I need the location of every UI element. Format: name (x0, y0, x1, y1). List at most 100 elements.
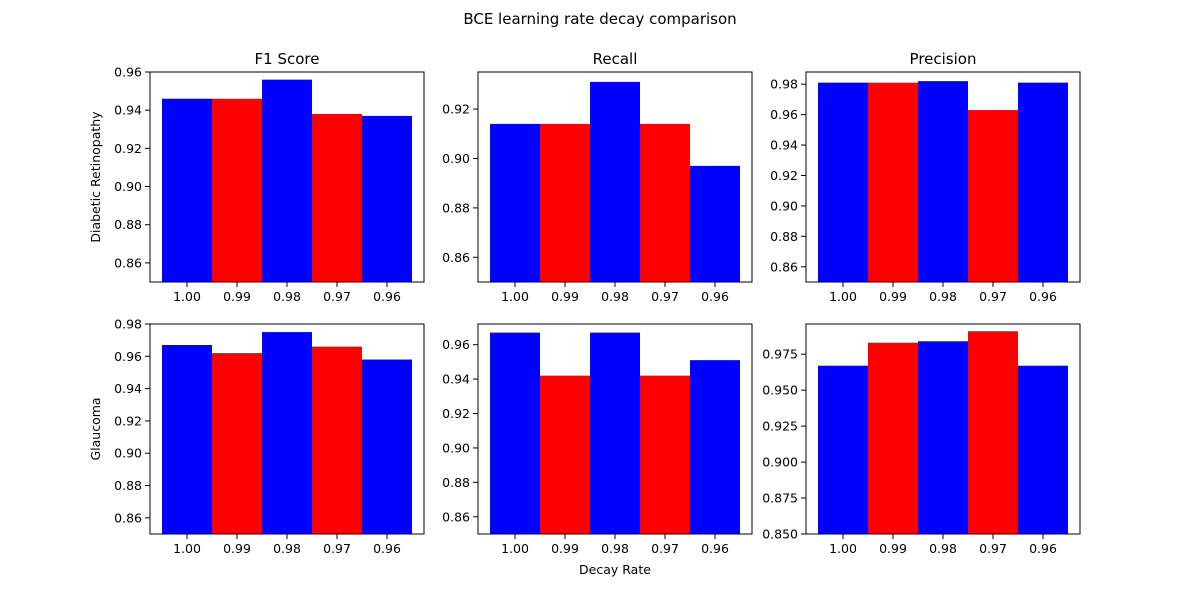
bar-1.00 (162, 98, 212, 283)
bar-0.98 (262, 79, 312, 283)
panel-3: 0.86 0.88 0.90 0.92 0.94 0.96 0.98 1.00 0.99 0.98… (770, 71, 1081, 304)
bar-0.98 (918, 81, 968, 282)
y-tick-label: 0.88 (770, 229, 798, 244)
bar-0.99 (212, 353, 262, 534)
panel-6: 0.850 0.875 0.900 0.925 0.950 0.975 1.00 0.99 0.… (762, 323, 1081, 556)
panels: 0.86 0.88 0.90 0.92 0.94 0.96 1.00 0.99 0.98 0.97… (114, 65, 1081, 556)
x-tick-label: 1.00 (829, 289, 857, 304)
panel-2: 0.86 0.88 0.90 0.92 1.00 0.99 0.98 0.97 0.96 (442, 71, 753, 304)
x-tick-label: 0.98 (929, 289, 957, 304)
figure-title: BCE learning rate decay comparison (463, 10, 736, 28)
x-tick-label: 1.00 (501, 289, 529, 304)
bar-0.96 (690, 165, 740, 282)
y-tick-label: 0.86 (114, 510, 142, 525)
bar-1.00 (490, 332, 540, 534)
x-tick-label: 0.98 (929, 541, 957, 556)
bar-0.98 (590, 81, 640, 282)
y-tick-label: 0.900 (762, 455, 798, 470)
y-tick-label: 0.98 (114, 317, 142, 332)
y-tick-label: 0.94 (114, 103, 142, 118)
row-label-glaucoma: Glaucoma (88, 397, 103, 460)
y-tick-label: 0.88 (114, 478, 142, 493)
y-tick-label: 0.975 (762, 347, 798, 362)
col-title-recall: Recall (593, 50, 638, 68)
y-tick-label: 0.90 (442, 151, 470, 166)
bar-1.00 (818, 82, 868, 282)
panel-4: 0.86 0.88 0.90 0.92 0.94 0.96 0.98 1.00 0.99 0.98… (114, 317, 425, 556)
y-tick-label: 0.90 (442, 440, 470, 455)
x-tick-label: 1.00 (829, 541, 857, 556)
y-tick-label: 0.96 (114, 65, 142, 80)
y-tick-label: 0.88 (114, 217, 142, 232)
y-tick-label: 0.98 (770, 77, 798, 92)
y-tick-label: 0.86 (442, 509, 470, 524)
bar-0.96 (362, 115, 412, 282)
bar-1.00 (162, 345, 212, 534)
x-tick-label: 1.00 (501, 541, 529, 556)
x-tick-label: 0.99 (223, 541, 251, 556)
y-tick-label: 0.90 (114, 179, 142, 194)
x-tick-label: 0.99 (551, 541, 579, 556)
x-tick-label: 0.99 (223, 289, 251, 304)
y-tick-label: 0.86 (770, 259, 798, 274)
y-tick-label: 0.94 (114, 381, 142, 396)
y-tick-label: 0.96 (442, 337, 470, 352)
y-tick-label: 0.850 (762, 527, 798, 542)
bar-0.96 (1018, 82, 1068, 282)
bar-0.98 (590, 332, 640, 534)
y-tick-label: 0.92 (114, 413, 142, 428)
bar-0.96 (362, 359, 412, 534)
bar-1.00 (490, 123, 540, 282)
x-tick-label: 0.97 (323, 541, 351, 556)
bar-0.96 (690, 360, 740, 534)
x-tick-label: 0.96 (373, 541, 401, 556)
y-tick-label: 0.925 (762, 419, 798, 434)
bar-0.96 (1018, 365, 1068, 534)
y-tick-label: 0.92 (442, 406, 470, 421)
bar-0.99 (212, 98, 262, 283)
x-tick-label: 0.96 (701, 289, 729, 304)
bar-0.97 (640, 375, 690, 534)
x-tick-label: 0.96 (701, 541, 729, 556)
y-tick-label: 0.96 (770, 107, 798, 122)
x-tick-label: 0.97 (979, 289, 1007, 304)
x-tick-label: 0.97 (651, 541, 679, 556)
y-tick-label: 0.90 (770, 198, 798, 213)
col-title-precision: Precision (910, 50, 977, 68)
y-tick-label: 0.96 (114, 349, 142, 364)
x-tick-label: 0.98 (273, 541, 301, 556)
x-tick-label: 0.97 (323, 289, 351, 304)
x-tick-label: 0.99 (551, 289, 579, 304)
panel-1: 0.86 0.88 0.90 0.92 0.94 0.96 1.00 0.99 0.98 0.97… (114, 65, 425, 304)
x-tick-label: 0.99 (879, 541, 907, 556)
y-tick-label: 0.88 (442, 475, 470, 490)
x-tick-label: 0.97 (979, 541, 1007, 556)
x-tick-label: 0.98 (601, 541, 629, 556)
x-tick-label: 0.98 (273, 289, 301, 304)
y-tick-label: 0.875 (762, 491, 798, 506)
x-tick-label: 1.00 (173, 289, 201, 304)
x-tick-label: 0.99 (879, 289, 907, 304)
panel-5: 0.86 0.88 0.90 0.92 0.94 0.96 1.00 0.99 0.98 0.97… (442, 323, 753, 556)
bar-0.99 (868, 342, 918, 534)
bar-0.97 (312, 114, 362, 282)
bar-0.97 (640, 123, 690, 282)
x-tick-label: 0.97 (651, 289, 679, 304)
bar-0.98 (262, 332, 312, 534)
x-tick-label: 0.96 (1029, 289, 1057, 304)
bar-1.00 (818, 365, 868, 534)
y-tick-label: 0.94 (770, 138, 798, 153)
bar-0.97 (968, 110, 1018, 282)
x-axis-label: Decay Rate (579, 562, 651, 577)
x-tick-label: 0.96 (373, 289, 401, 304)
y-tick-label: 0.88 (442, 200, 470, 215)
bar-0.98 (918, 341, 968, 534)
x-tick-label: 1.00 (173, 541, 201, 556)
y-tick-label: 0.950 (762, 383, 798, 398)
y-tick-label: 0.92 (442, 102, 470, 117)
x-tick-label: 0.98 (601, 289, 629, 304)
bar-0.99 (868, 82, 918, 282)
y-tick-label: 0.86 (442, 250, 470, 265)
y-tick-label: 0.92 (770, 168, 798, 183)
